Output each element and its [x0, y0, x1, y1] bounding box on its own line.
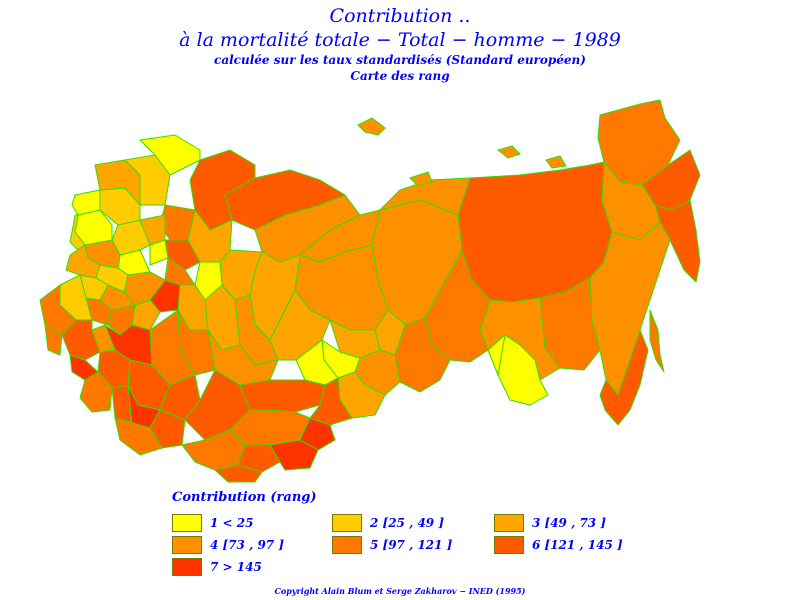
legend-label: 2 [25 , 49 ] — [370, 516, 444, 530]
region-chita-south[interactable] — [497, 334, 549, 406]
legend-swatch — [172, 536, 202, 554]
title-line-1: Contribution .. — [329, 5, 471, 27]
region-central-asia-4[interactable] — [214, 464, 263, 483]
legend-label: 3 [49 , 73 ] — [532, 516, 606, 530]
region-sakhalin[interactable] — [649, 309, 665, 373]
legend: Contribution (rang) 1 < 25 2 [25 , 49 ] … — [172, 490, 652, 576]
region-ivanovo[interactable] — [149, 239, 169, 266]
region-kazakh-east[interactable] — [309, 377, 353, 426]
region-taimyr[interactable] — [379, 177, 471, 216]
map-title-block: Contribution .. à la mortalité totale − … — [0, 4, 800, 84]
region-estonia[interactable] — [71, 189, 101, 216]
region-wrangel[interactable] — [545, 155, 567, 169]
legend-swatch — [332, 514, 362, 532]
region-murmansk[interactable] — [139, 134, 201, 176]
region-north-caucasus[interactable] — [114, 417, 163, 456]
legend-label: 1 < 25 — [210, 516, 254, 530]
region-central-asia-2[interactable] — [237, 444, 281, 473]
legend-title: Contribution (rang) — [172, 490, 317, 505]
region-moldova[interactable] — [44, 324, 63, 356]
subtitle-standard: calculée sur les taux standardisés (Stan… — [214, 53, 586, 67]
region-kurgan[interactable] — [269, 289, 331, 361]
legend-swatch — [172, 514, 202, 532]
region-novaya-zemlya[interactable] — [357, 117, 386, 136]
legend-label: 5 [97 , 121 ] — [370, 538, 453, 552]
region-latvia[interactable] — [69, 214, 86, 251]
legend-swatch — [332, 536, 362, 554]
region-udmurt[interactable] — [194, 261, 223, 301]
subtitle-map-type: Carte des rang — [350, 69, 450, 83]
legend-label: 4 [73 , 97 ] — [210, 538, 284, 552]
region-primorye[interactable] — [599, 329, 649, 426]
region-new-siberian-isl[interactable] — [496, 145, 521, 159]
legend-label: 6 [121 , 145 ] — [532, 538, 623, 552]
title-line-2: à la mortalité totale − Total − homme − … — [179, 29, 621, 51]
region-belarus[interactable] — [65, 244, 101, 279]
region-kazakh-north[interactable] — [239, 379, 326, 413]
region-severnaya-zemlya[interactable] — [409, 171, 433, 187]
region-crimea[interactable] — [69, 354, 99, 381]
region-nenets[interactable] — [224, 169, 346, 231]
region-arkhangelsk[interactable] — [189, 149, 256, 231]
copyright-notice: Copyright Alain Blum et Serge Zakharov −… — [274, 586, 526, 596]
region-central-asia-3[interactable] — [269, 439, 319, 471]
region-nizhny[interactable] — [164, 257, 196, 286]
legend-swatch — [494, 514, 524, 532]
legend-swatch — [172, 558, 202, 576]
legend-swatch — [494, 536, 524, 554]
legend-label: 7 > 145 — [210, 560, 262, 574]
